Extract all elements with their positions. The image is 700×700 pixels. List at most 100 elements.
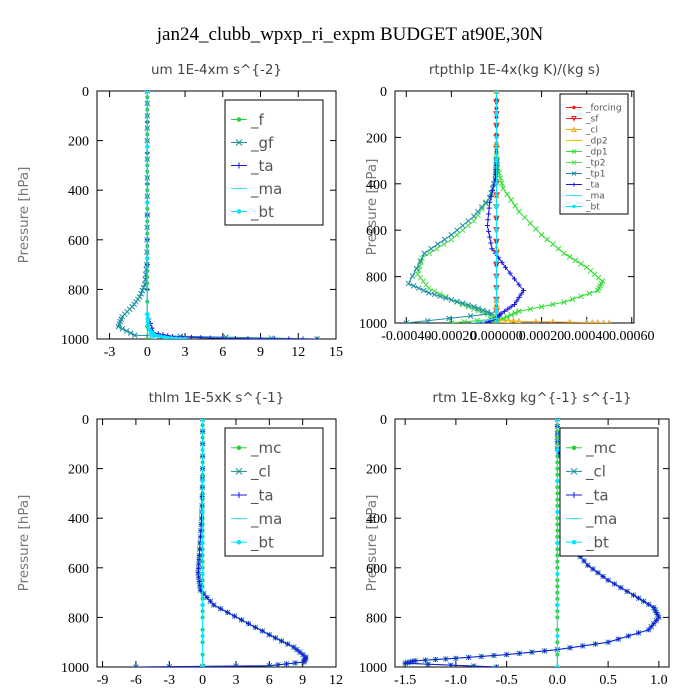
data-point	[555, 479, 560, 483]
data-point	[145, 312, 150, 317]
data-point	[415, 285, 422, 292]
data-point	[200, 665, 205, 667]
data-point	[561, 299, 567, 305]
legend-label: _ta	[585, 486, 609, 505]
data-point	[459, 222, 466, 229]
data-point	[571, 149, 577, 154]
x-tick-label: 9	[257, 345, 264, 360]
data-point	[200, 634, 205, 638]
data-point	[595, 319, 600, 323]
legend-entry: _dp1	[566, 148, 608, 158]
data-point	[131, 332, 138, 339]
data-point	[571, 126, 577, 132]
data-point	[199, 419, 206, 422]
data-point	[482, 199, 489, 206]
x-tick-label: -1.5	[394, 673, 416, 688]
legend-entry: _bt	[231, 533, 274, 552]
legend-label: _cl	[250, 463, 271, 482]
data-point	[561, 250, 567, 257]
data-point	[480, 307, 486, 314]
data-point	[493, 664, 500, 667]
y-axis-label: Pressure [hPa]	[364, 495, 380, 592]
data-point	[571, 171, 577, 176]
data-point	[497, 312, 503, 318]
data-point	[555, 448, 560, 452]
data-point	[314, 336, 320, 339]
data-point	[491, 653, 497, 659]
data-point	[538, 231, 545, 238]
y-tick-label: 400	[68, 184, 89, 199]
data-point	[516, 650, 522, 656]
data-point	[454, 298, 460, 305]
legend-label: _dp1	[585, 148, 608, 158]
data-point	[467, 313, 474, 319]
data-point	[188, 334, 194, 339]
series-bt	[555, 419, 560, 667]
legend: _forcing_sf_cl_dp2_dp1_tp2_tp1_ta_ma_bt	[559, 93, 629, 215]
data-point	[300, 336, 306, 339]
x-tick-label: -1.0	[445, 673, 467, 688]
data-point	[555, 665, 560, 667]
data-point	[233, 663, 239, 667]
data-point	[492, 176, 498, 182]
data-point	[410, 658, 416, 664]
data-point	[459, 227, 466, 234]
data-point	[145, 256, 150, 261]
data-point	[471, 218, 477, 224]
legend-label: _mc	[250, 439, 281, 458]
chart-panel-4: rtm 1E-8xkg kg^{-1} s^{-1} Pressure [hPa]…	[359, 390, 670, 688]
data-point	[162, 335, 167, 339]
data-point	[571, 160, 577, 165]
data-point	[448, 236, 455, 243]
data-point	[207, 598, 213, 604]
data-point	[653, 618, 659, 623]
x-tick-label: 0.5	[599, 673, 617, 688]
data-point	[236, 492, 242, 498]
data-point	[585, 562, 591, 568]
data-point	[550, 318, 556, 323]
data-point	[489, 310, 495, 317]
legend-box	[224, 427, 324, 557]
data-point	[624, 588, 630, 594]
data-point	[197, 583, 203, 589]
data-point	[198, 335, 204, 339]
y-tick-label: 400	[366, 512, 387, 527]
data-point	[572, 105, 576, 110]
data-point	[454, 231, 460, 238]
data-point	[294, 647, 300, 653]
data-point	[533, 226, 539, 232]
legend-entry: _sf	[566, 115, 599, 125]
data-point	[465, 218, 472, 224]
data-point	[512, 310, 518, 316]
data-point	[402, 660, 408, 666]
data-point	[145, 91, 150, 93]
data-point	[554, 419, 561, 422]
data-point	[471, 213, 477, 220]
data-point	[433, 657, 439, 663]
data-point	[569, 296, 576, 303]
data-point	[236, 209, 242, 214]
y-axis-label: Pressure [hPa]	[16, 167, 32, 264]
x-tick-label: 9	[299, 673, 306, 688]
y-tick-label: 1000	[61, 661, 89, 676]
data-point	[211, 602, 217, 608]
data-point	[245, 336, 251, 339]
data-point	[651, 621, 657, 627]
data-point	[584, 318, 589, 323]
data-point	[199, 503, 205, 509]
plot-area	[403, 91, 612, 323]
data-point	[195, 565, 201, 571]
data-point	[446, 315, 452, 322]
data-point	[518, 291, 524, 297]
plot-frame	[96, 90, 337, 340]
data-point	[232, 613, 238, 619]
y-tick-label: 600	[68, 562, 89, 577]
legend-entry: _bt	[231, 203, 274, 222]
legend-entry: _dp2	[566, 137, 608, 147]
data-point	[405, 280, 412, 287]
data-point	[268, 335, 275, 339]
data-point	[555, 572, 560, 576]
data-point	[529, 649, 535, 655]
data-point	[494, 112, 499, 117]
